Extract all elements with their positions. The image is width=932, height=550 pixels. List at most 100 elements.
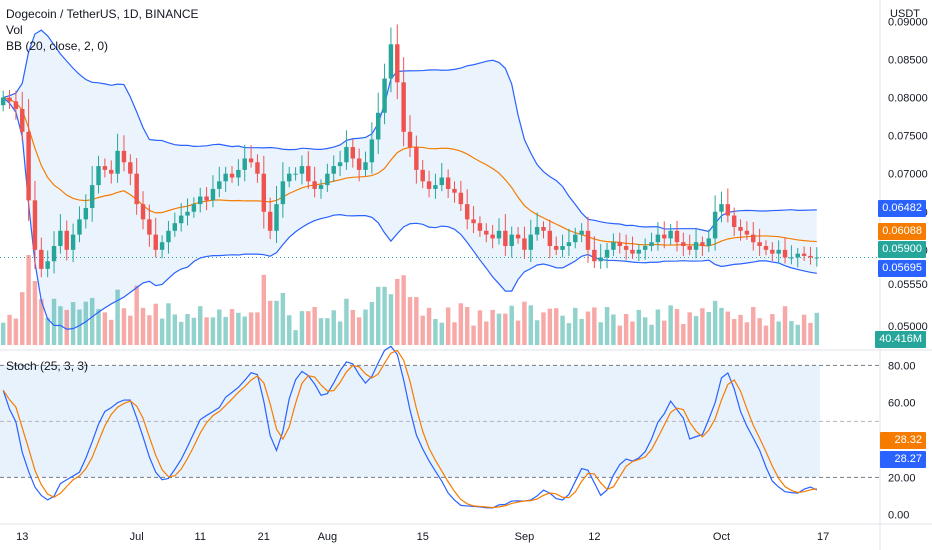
stoch-tag: 28.27 <box>880 451 926 468</box>
stoch-k-line <box>2 345 818 509</box>
volume-bar <box>553 308 559 345</box>
candle-body <box>64 230 69 250</box>
volume-bar <box>356 317 362 345</box>
bollinger-band-fill <box>3 30 817 330</box>
volume-bar <box>541 312 546 345</box>
time-tick-label: Oct <box>713 531 730 543</box>
volume-bar <box>744 322 750 345</box>
volume-bar <box>534 320 540 345</box>
volume-bar <box>719 307 724 345</box>
volume-bar <box>471 325 476 345</box>
candle-body <box>299 166 305 174</box>
volume-bars <box>0 255 820 345</box>
stochastic-panel <box>0 345 880 509</box>
bollinger-legend[interactable]: BB (20, close, 2, 0) <box>6 39 109 53</box>
candle-body <box>433 185 438 189</box>
volume-bar <box>515 320 521 345</box>
candle-body <box>375 112 381 140</box>
volume-bar <box>426 307 432 345</box>
volume-bar <box>636 309 642 345</box>
candle-body <box>280 181 286 205</box>
candle-body <box>490 234 495 239</box>
volume-bar <box>115 289 120 345</box>
candle-body <box>178 215 184 224</box>
volume-bar <box>731 318 737 345</box>
volume-bar <box>452 322 457 345</box>
volume-bar <box>592 307 597 345</box>
volume-bar <box>407 297 413 345</box>
candle-body <box>121 150 127 163</box>
volume-bar <box>0 322 6 345</box>
volume-bar <box>375 286 381 345</box>
volume-bar <box>198 306 203 345</box>
volume-bar <box>178 321 184 345</box>
candle-body <box>719 204 724 212</box>
volume-bar <box>484 321 489 345</box>
volume-bar <box>623 314 629 345</box>
candle-body <box>255 162 260 174</box>
volume-bar <box>7 314 12 345</box>
volume-bar <box>566 323 572 345</box>
candle-body <box>382 78 387 113</box>
candle-body <box>0 97 6 106</box>
candle-body <box>706 238 711 247</box>
candle-body <box>503 230 508 247</box>
volume-bar <box>795 324 800 345</box>
volume-bar <box>350 309 356 345</box>
time-tick-label: 21 <box>258 531 270 543</box>
volume-bar <box>318 318 324 345</box>
volume-bar <box>306 311 311 345</box>
time-tick-label: 11 <box>195 531 206 543</box>
volume-bar <box>528 305 533 345</box>
candle-body <box>147 219 152 235</box>
candle-body <box>458 192 464 205</box>
candle-body <box>452 188 457 193</box>
volume-bar <box>611 314 616 345</box>
volume-bar <box>312 307 317 345</box>
volume-tag: 40.416M <box>875 331 926 348</box>
volume-bar <box>814 312 820 345</box>
volume-bar <box>789 321 794 345</box>
volume-bar <box>293 330 298 345</box>
candle-body <box>738 226 743 231</box>
candle-body <box>617 242 622 247</box>
candle-body <box>541 226 546 231</box>
volume-bar <box>706 311 711 345</box>
volume-bar <box>344 298 349 345</box>
stoch-tick-label: 60.00 <box>888 398 916 410</box>
volume-bar <box>414 297 419 345</box>
candle-body <box>325 173 330 186</box>
stoch-tick-label: 20.00 <box>888 472 916 484</box>
price-tag: 0.05900 <box>878 241 926 258</box>
candle-body <box>757 242 762 247</box>
volume-legend[interactable]: Vol <box>6 23 23 37</box>
candle-body <box>573 234 578 243</box>
volume-bar <box>490 309 495 345</box>
volume-bar <box>32 281 38 345</box>
stochastic-legend[interactable]: Stoch (25, 3, 3) <box>6 359 89 373</box>
candle-body <box>668 230 673 239</box>
candle-body <box>484 230 489 235</box>
candle-body <box>153 234 158 250</box>
candle-body <box>744 230 750 235</box>
volume-bar <box>604 307 610 345</box>
candle-body <box>248 158 254 163</box>
candle-body <box>560 246 565 250</box>
volume-bar <box>630 321 635 345</box>
volume-bar <box>560 315 565 345</box>
time-tick-label: 15 <box>417 531 429 543</box>
candle-body <box>32 200 38 250</box>
price-unit-label: USDT <box>890 8 920 20</box>
volume-bar <box>51 298 57 345</box>
candle-body <box>287 173 292 182</box>
candle-body <box>496 230 502 239</box>
volume-bar <box>89 297 95 345</box>
candle-body <box>210 188 216 201</box>
volume-bar <box>236 312 241 345</box>
volume-bar <box>242 316 247 345</box>
candle-body <box>534 226 540 235</box>
volume-bar <box>229 309 235 345</box>
volume-bar <box>70 302 76 345</box>
candle-body <box>293 173 298 175</box>
